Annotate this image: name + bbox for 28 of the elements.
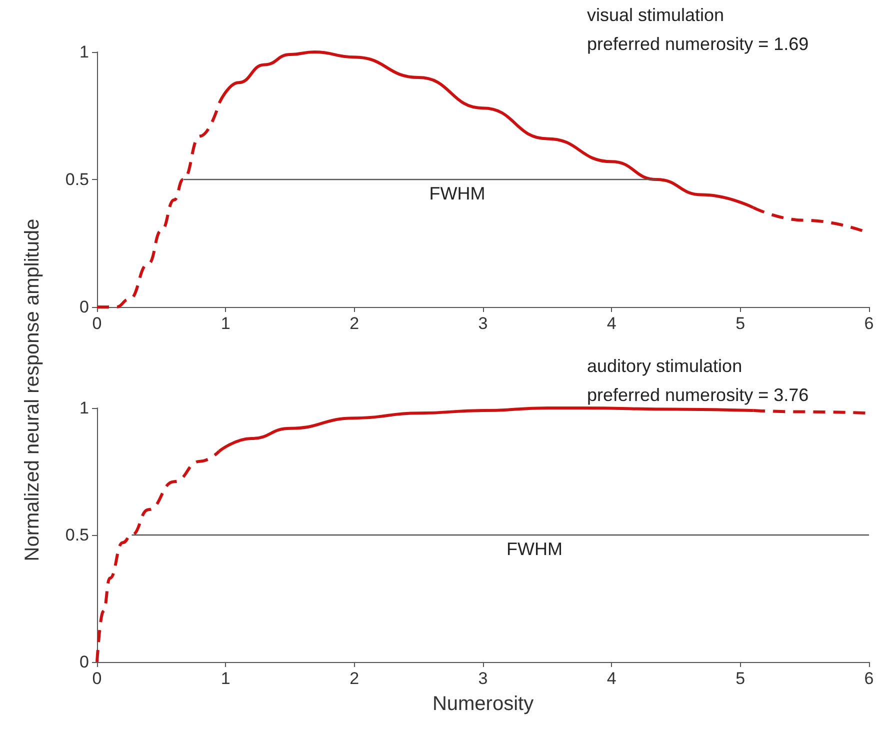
annotation: preferred numerosity = 1.69 <box>587 34 809 54</box>
annotation: FWHM <box>506 539 562 559</box>
x-tick-label: 0 <box>92 314 102 333</box>
x-tick-label: 5 <box>736 314 746 333</box>
x-tick-label: 2 <box>350 669 360 688</box>
x-tick-label: 4 <box>606 314 616 333</box>
x-tick-label: 4 <box>606 669 616 688</box>
y-tick-label: 0 <box>80 298 89 316</box>
x-tick-label: 3 <box>478 669 488 688</box>
y-tick-label: 0.5 <box>65 170 89 189</box>
x-tick-label: 1 <box>220 314 230 333</box>
x-tick-label: 6 <box>864 669 874 688</box>
text: visual stimulation <box>587 5 724 25</box>
y-tick-label: 1 <box>80 42 89 62</box>
text: preferred numerosity = 3.76 <box>587 385 809 405</box>
x-tick-label: 0 <box>92 669 102 688</box>
x-axis-title: Numerosity <box>432 693 534 715</box>
y-tick-label: 0.5 <box>65 526 89 544</box>
y-tick-label: 0 <box>80 652 89 672</box>
x-tick-label: 6 <box>864 314 874 333</box>
x-tick-label: 3 <box>478 314 488 333</box>
annotation: FWHM <box>429 184 486 204</box>
x-tick-label: 5 <box>736 669 746 688</box>
x-tick-label: 2 <box>350 314 360 333</box>
y-axis-title: Normalized neural response amplitude <box>22 218 44 562</box>
text: auditory stimulation <box>587 356 742 376</box>
x-tick-label: 1 <box>220 669 230 688</box>
y-tick-label: 1 <box>80 398 89 418</box>
